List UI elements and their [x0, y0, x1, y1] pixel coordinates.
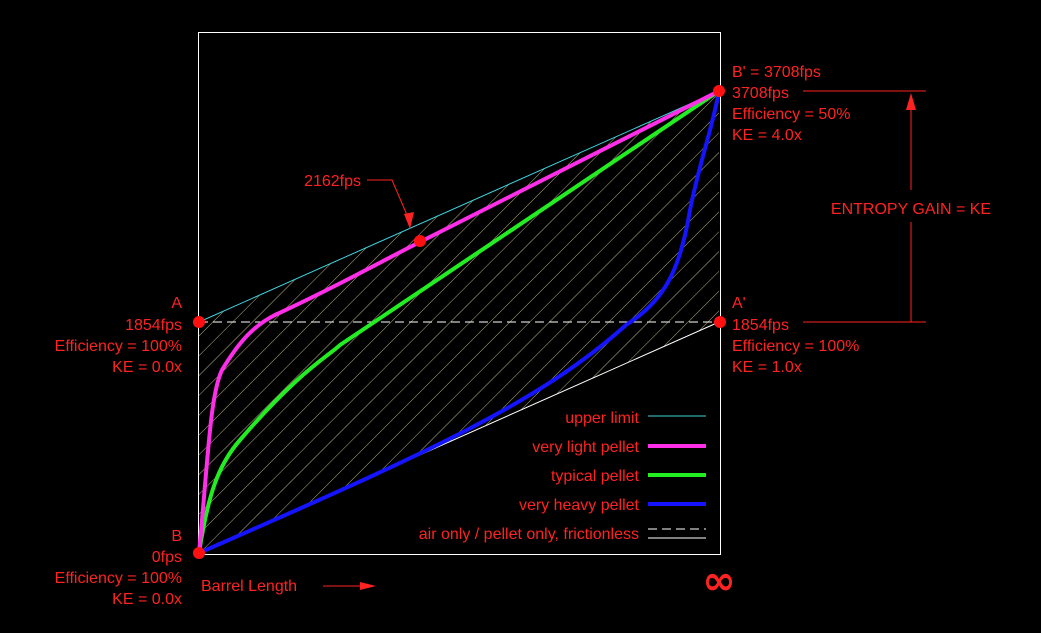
- plot-frame: [198, 32, 721, 555]
- point-b-ke: KE = 0.0x: [112, 591, 182, 608]
- point-b-prime-efficiency: Efficiency = 50%: [732, 106, 850, 123]
- legend-label-frictionless: air only / pellet only, frictionless: [419, 526, 639, 543]
- point-b-velocity: 0fps: [152, 549, 182, 566]
- point-a-prime-name: A': [732, 295, 746, 312]
- legend-label-upper-limit: upper limit: [565, 410, 639, 427]
- point-a-velocity: 1854fps: [125, 317, 182, 334]
- infinity-symbol: ∞: [702, 558, 735, 604]
- entropy-gain-label: ENTROPY GAIN = KE: [831, 201, 991, 218]
- callout-arrowhead: [404, 212, 414, 229]
- point-a-prime-marker: [714, 316, 726, 328]
- very-heavy-pellet-curve: [198, 90, 721, 555]
- typical-pellet-curve: [197, 89, 721, 554]
- point-b-prime-ke: KE = 4.0x: [732, 127, 802, 144]
- point-a-name: A: [171, 295, 182, 312]
- point-b-prime-marker: [713, 85, 725, 97]
- very-light-pellet-curve: [197, 89, 720, 554]
- point-a-ke: KE = 0.0x: [112, 359, 182, 376]
- point-b-marker: [193, 547, 205, 559]
- callout-marker: [414, 235, 426, 247]
- point-a-prime-ke: KE = 1.0x: [732, 359, 802, 376]
- legend-label-very-light-pellet: very light pellet: [532, 439, 639, 456]
- x-axis-label: Barrel Length: [201, 578, 297, 595]
- point-a-efficiency: Efficiency = 100%: [55, 338, 182, 355]
- entropy-arrowhead: [906, 93, 916, 110]
- legend: upper limit very light pellet typical pe…: [419, 410, 706, 543]
- callout-label: 2162fps: [304, 173, 361, 190]
- point-b-prime-velocity: 3708fps: [732, 85, 789, 102]
- point-b-prime-name: B' = 3708fps: [732, 64, 821, 81]
- x-axis-arrowhead: [360, 582, 376, 590]
- legend-label-very-heavy-pellet: very heavy pellet: [519, 497, 640, 514]
- point-b-name: B: [171, 528, 182, 545]
- point-a-prime-efficiency: Efficiency = 100%: [732, 338, 859, 355]
- legend-label-typical-pellet: typical pellet: [551, 468, 640, 485]
- point-a-marker: [193, 316, 205, 328]
- point-b-efficiency: Efficiency = 100%: [55, 570, 182, 587]
- callout-leader: [367, 179, 411, 223]
- point-a-prime-velocity: 1854fps: [732, 317, 789, 334]
- upper-limit-line: [198, 90, 720, 323]
